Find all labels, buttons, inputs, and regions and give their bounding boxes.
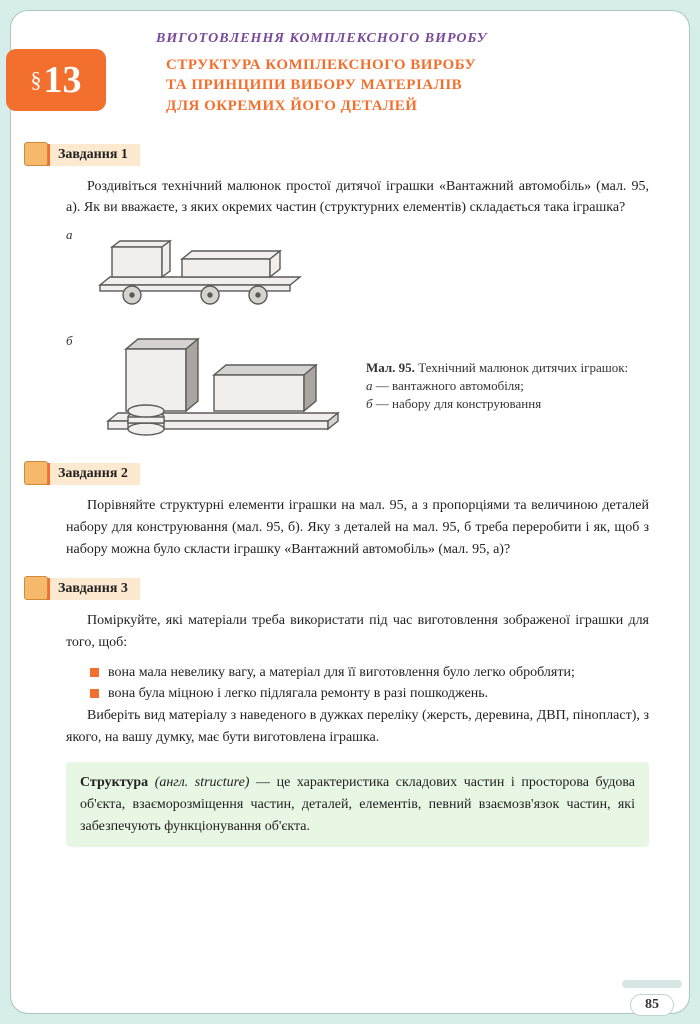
task-3-bullets: вона мала невелику вагу, а матеріал для … — [90, 662, 649, 705]
chapter-header: ВИГОТОВЛЕННЯ КОМПЛЕКСНОГО ВИРОБУ — [156, 31, 649, 47]
task-2-paragraph: Порівняйте структурні елементи іграшки н… — [66, 495, 649, 560]
page-number: 85 — [630, 994, 674, 1016]
definition-box: Структура (англ. structure) — це характе… — [66, 762, 649, 847]
task-2-label: Завдання 2 — [46, 463, 140, 485]
task-1-label: Завдання 1 — [46, 144, 140, 166]
task-3-intro: Поміркуйте, які матеріали треба використ… — [66, 610, 649, 653]
section-badge: §13 — [6, 49, 106, 111]
figure-label-b: б — [66, 333, 80, 349]
page-number-decoration — [622, 980, 682, 988]
definition-term: Структура — [80, 775, 148, 790]
textbook-page: ВИГОТОВЛЕННЯ КОМПЛЕКСНОГО ВИРОБУ §13 СТР… — [10, 10, 690, 1014]
figure-caption: Мал. 95. Технічний малюнок дитячих іграш… — [366, 359, 628, 444]
task-3-outro: Виберіть вид матеріалу з наведеного в ду… — [66, 705, 649, 748]
section-number: 13 — [44, 58, 82, 102]
bullet-1: вона мала невелику вагу, а матеріал для … — [90, 662, 649, 684]
definition-etym: (англ. structure) — [148, 775, 249, 790]
figure-95: а — [66, 227, 649, 443]
task-3-label: Завдання 3 — [46, 578, 140, 600]
parts-drawing — [98, 313, 348, 443]
task-1-paragraph: Роздивіться технічний малюнок простої ди… — [66, 176, 649, 219]
truck-drawing — [90, 227, 310, 307]
bullet-2: вона була міцною і легко підлягала ремон… — [90, 683, 649, 705]
section-symbol: § — [31, 67, 42, 93]
section-title: СТРУКТУРА КОМПЛЕКСНОГО ВИРОБУ ТА ПРИНЦИП… — [166, 55, 649, 116]
figure-label-a: а — [66, 227, 80, 243]
